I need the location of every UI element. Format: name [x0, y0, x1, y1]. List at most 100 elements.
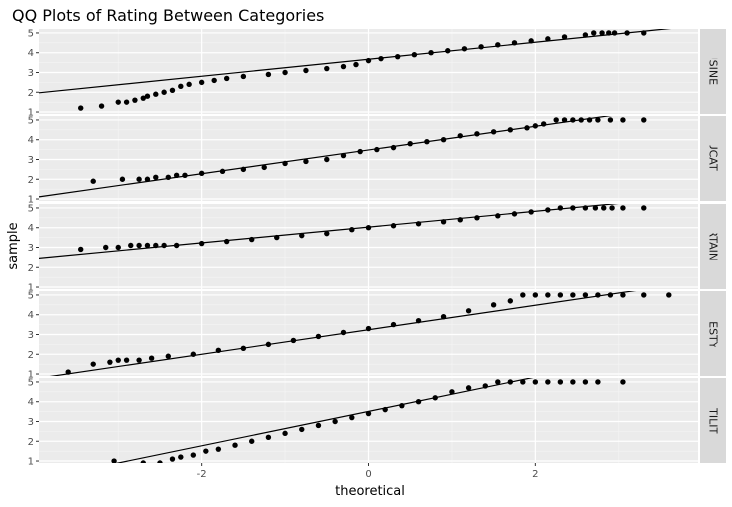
data-point [90, 361, 96, 367]
data-point [570, 292, 576, 298]
data-point [332, 418, 338, 425]
data-point [340, 63, 347, 70]
data-point [474, 131, 480, 137]
data-point [595, 379, 601, 385]
y-tick-label: 4 [28, 397, 34, 408]
data-point [161, 242, 167, 249]
data-point [165, 174, 171, 180]
data-point [215, 347, 222, 354]
data-point [190, 351, 197, 357]
data-point [274, 234, 280, 241]
data-point [165, 353, 171, 359]
y-tick-label: 5 [28, 115, 34, 126]
data-point [582, 32, 589, 38]
data-point [144, 176, 151, 182]
data-point [557, 292, 564, 298]
data-point [595, 117, 601, 123]
data-point [449, 389, 455, 395]
data-point [445, 48, 451, 54]
y-tick-label: 1 [28, 283, 34, 294]
data-point [173, 242, 180, 249]
data-point [190, 452, 197, 458]
data-point [65, 369, 71, 375]
data-point [428, 50, 434, 56]
data-point [532, 379, 539, 385]
data-point [465, 385, 472, 391]
data-point [261, 164, 267, 171]
data-point [641, 205, 647, 211]
facet-label: EDUCATION [707, 126, 720, 191]
data-point [173, 172, 180, 179]
y-tick-label: 2 [28, 88, 34, 99]
data-point [457, 217, 463, 223]
facet-strip [700, 291, 726, 376]
data-point [178, 454, 184, 460]
y-tick-label: 4 [28, 223, 34, 234]
data-point [440, 137, 447, 143]
data-point [582, 205, 589, 211]
data-point [161, 89, 167, 95]
data-point [107, 359, 113, 365]
data-point [123, 357, 130, 363]
data-point [103, 244, 109, 251]
data-point [299, 232, 305, 239]
data-point [611, 30, 618, 36]
data-point [365, 225, 372, 231]
data-point [136, 242, 142, 249]
data-point [461, 46, 468, 52]
panel-utility: 1 2 3 4 5 UTILITY [28, 377, 726, 468]
data-point [557, 379, 564, 385]
data-point [144, 242, 151, 249]
data-point [432, 395, 438, 401]
points-lifestyle [65, 292, 672, 375]
data-point [282, 69, 288, 76]
data-point [641, 292, 647, 298]
data-point [495, 379, 501, 385]
data-point [511, 211, 518, 217]
data-point [557, 205, 564, 211]
y-tick-label: 4 [28, 48, 34, 59]
data-point [520, 292, 526, 298]
data-point [582, 379, 589, 385]
data-point [390, 223, 397, 229]
data-point [290, 337, 297, 344]
data-point [340, 329, 347, 336]
data-point [495, 213, 501, 219]
data-point [553, 117, 559, 123]
x-axis: -2 0 2 [197, 463, 539, 480]
data-point [186, 81, 192, 88]
data-point [545, 379, 551, 385]
y-tick-label: 3 [28, 68, 34, 79]
y-tick-label: 5 [28, 377, 34, 388]
y-tick-label: 1 [28, 108, 34, 119]
data-point [353, 61, 359, 68]
data-point [424, 138, 430, 145]
data-point [123, 99, 130, 105]
data-point [528, 38, 534, 44]
data-point [132, 97, 138, 103]
data-point [365, 410, 372, 417]
data-point [111, 458, 117, 463]
data-point [457, 133, 463, 139]
data-point [299, 426, 305, 433]
data-point [182, 172, 188, 179]
data-point [365, 325, 372, 332]
data-point [620, 379, 626, 385]
data-point [591, 30, 597, 36]
data-point [140, 460, 146, 463]
data-point [78, 246, 84, 253]
data-point [215, 446, 222, 452]
data-point [666, 292, 672, 298]
data-point [578, 117, 584, 123]
points-entertainment [78, 205, 647, 253]
y-tick-label: 3 [28, 417, 34, 428]
data-point [169, 456, 176, 462]
y-tick-label: 3 [28, 155, 34, 166]
data-point [203, 448, 209, 454]
data-point [340, 152, 347, 159]
data-point [528, 209, 534, 215]
data-point [90, 178, 96, 184]
data-point [595, 292, 601, 298]
data-point [511, 40, 518, 46]
